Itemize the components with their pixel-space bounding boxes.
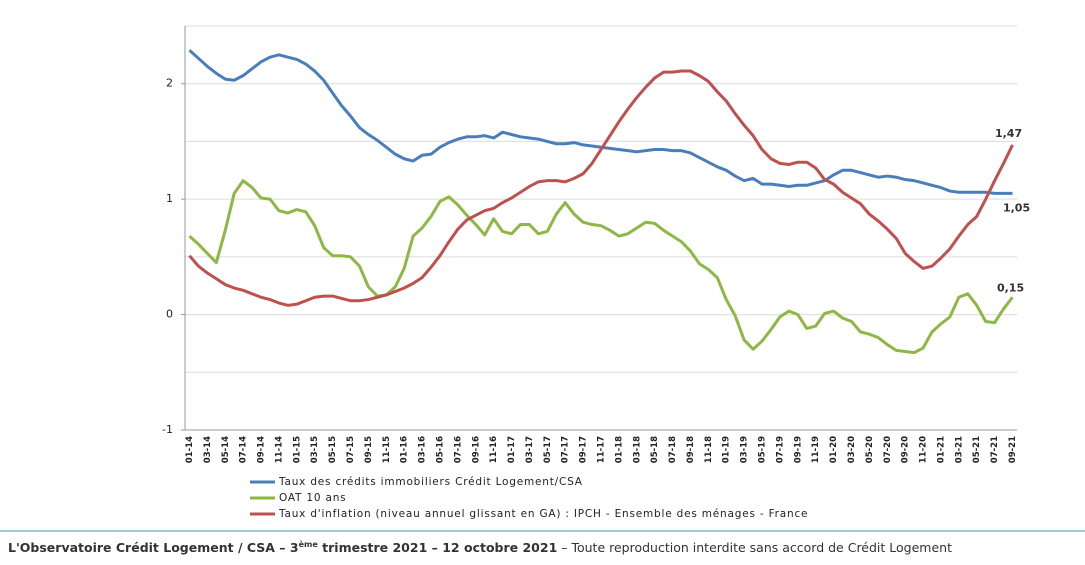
x-tick-label: 11-18 bbox=[704, 436, 714, 463]
x-tick-label: 07-16 bbox=[453, 436, 463, 463]
series-line bbox=[188, 179, 1014, 355]
x-tick-label: 03-20 bbox=[847, 436, 857, 463]
x-tick-label: 03-21 bbox=[954, 436, 964, 463]
x-tick-label: 05-21 bbox=[972, 436, 982, 463]
data-label: 1,05 bbox=[1003, 201, 1030, 214]
x-tick-label: 05-14 bbox=[221, 436, 231, 463]
footer-period: trimestre 2021 – 12 octobre 2021 bbox=[317, 540, 558, 556]
series-line bbox=[188, 69, 1014, 307]
x-tick-label: 05-18 bbox=[650, 436, 660, 463]
x-tick-label: 01-21 bbox=[936, 436, 946, 463]
x-tick-label: 09-15 bbox=[364, 436, 374, 463]
x-tick-label: 03-14 bbox=[203, 436, 213, 463]
x-tick-label: 09-18 bbox=[686, 436, 696, 463]
y-tick-label: -1 bbox=[162, 423, 173, 436]
footer: L'Observatoire Crédit Logement / CSA – 3… bbox=[8, 540, 952, 555]
x-tick-label: 01-18 bbox=[614, 436, 624, 463]
y-tick-label: 0 bbox=[166, 308, 173, 321]
x-tick-label: 01-19 bbox=[722, 436, 732, 463]
x-tick-label: 09-21 bbox=[1008, 436, 1018, 463]
legend-label: Taux des crédits immobiliers Crédit Loge… bbox=[278, 476, 583, 488]
x-tick-label: 11-14 bbox=[274, 436, 284, 463]
legend-label: Taux d'inflation (niveau annuel glissant… bbox=[278, 508, 808, 520]
x-tick-label: 07-15 bbox=[346, 436, 356, 463]
x-tick-label: 05-16 bbox=[435, 436, 445, 463]
x-tick-label: 05-19 bbox=[758, 436, 768, 463]
x-tick-label: 03-17 bbox=[525, 436, 535, 463]
series-line bbox=[188, 49, 1013, 195]
footer-notice: – Toute reproduction interdite sans acco… bbox=[557, 540, 952, 556]
data-label: 0,15 bbox=[997, 281, 1024, 294]
x-tick-label: 09-14 bbox=[257, 436, 267, 463]
x-tick-label: 03-19 bbox=[740, 436, 750, 463]
x-tick-label: 03-16 bbox=[418, 436, 428, 463]
footer-rule bbox=[0, 530, 1085, 532]
x-tick-label: 05-15 bbox=[328, 436, 338, 463]
x-tick-label: 09-16 bbox=[471, 436, 481, 463]
x-tick-label: 11-17 bbox=[597, 436, 607, 463]
footer-sup: ème bbox=[298, 540, 318, 549]
x-tick-label: 07-18 bbox=[668, 436, 678, 463]
legend-label: OAT 10 ans bbox=[279, 492, 346, 504]
x-tick-label: 05-20 bbox=[865, 436, 875, 463]
x-tick-label: 01-20 bbox=[829, 436, 839, 463]
x-tick-label: 01-15 bbox=[292, 436, 302, 463]
x-tick-label: 07-20 bbox=[883, 436, 893, 463]
x-tick-label: 11-16 bbox=[489, 436, 499, 463]
x-tick-label: 07-21 bbox=[990, 436, 1000, 463]
x-tick-label: 09-17 bbox=[579, 436, 589, 463]
x-tick-label: 01-14 bbox=[185, 436, 195, 463]
x-tick-label: 01-16 bbox=[400, 436, 410, 463]
x-tick-label: 07-17 bbox=[561, 436, 571, 463]
y-tick-label: 2 bbox=[166, 77, 173, 90]
x-tick-label: 11-15 bbox=[382, 436, 392, 463]
footer-source: L'Observatoire Crédit Logement / CSA – 3 bbox=[8, 540, 299, 556]
x-tick-label: 01-17 bbox=[507, 436, 517, 463]
x-tick-label: 11-19 bbox=[811, 436, 821, 463]
y-tick-label: 1 bbox=[166, 192, 173, 205]
x-tick-label: 07-14 bbox=[239, 436, 249, 463]
x-tick-label: 11-20 bbox=[919, 436, 929, 463]
x-tick-label: 03-15 bbox=[310, 436, 320, 463]
x-tick-label: 05-17 bbox=[543, 436, 553, 463]
chart: -1 0 1 2 01-14 03-14 05-14 07-14 09-14 11-14 01-15… bbox=[162, 25, 1030, 520]
x-tick-label: 03-18 bbox=[632, 436, 642, 463]
x-tick-label: 09-20 bbox=[901, 436, 911, 463]
data-label: 1,47 bbox=[995, 127, 1022, 140]
x-tick-label: 07-19 bbox=[775, 436, 785, 463]
x-tick-label: 09-19 bbox=[793, 436, 803, 463]
